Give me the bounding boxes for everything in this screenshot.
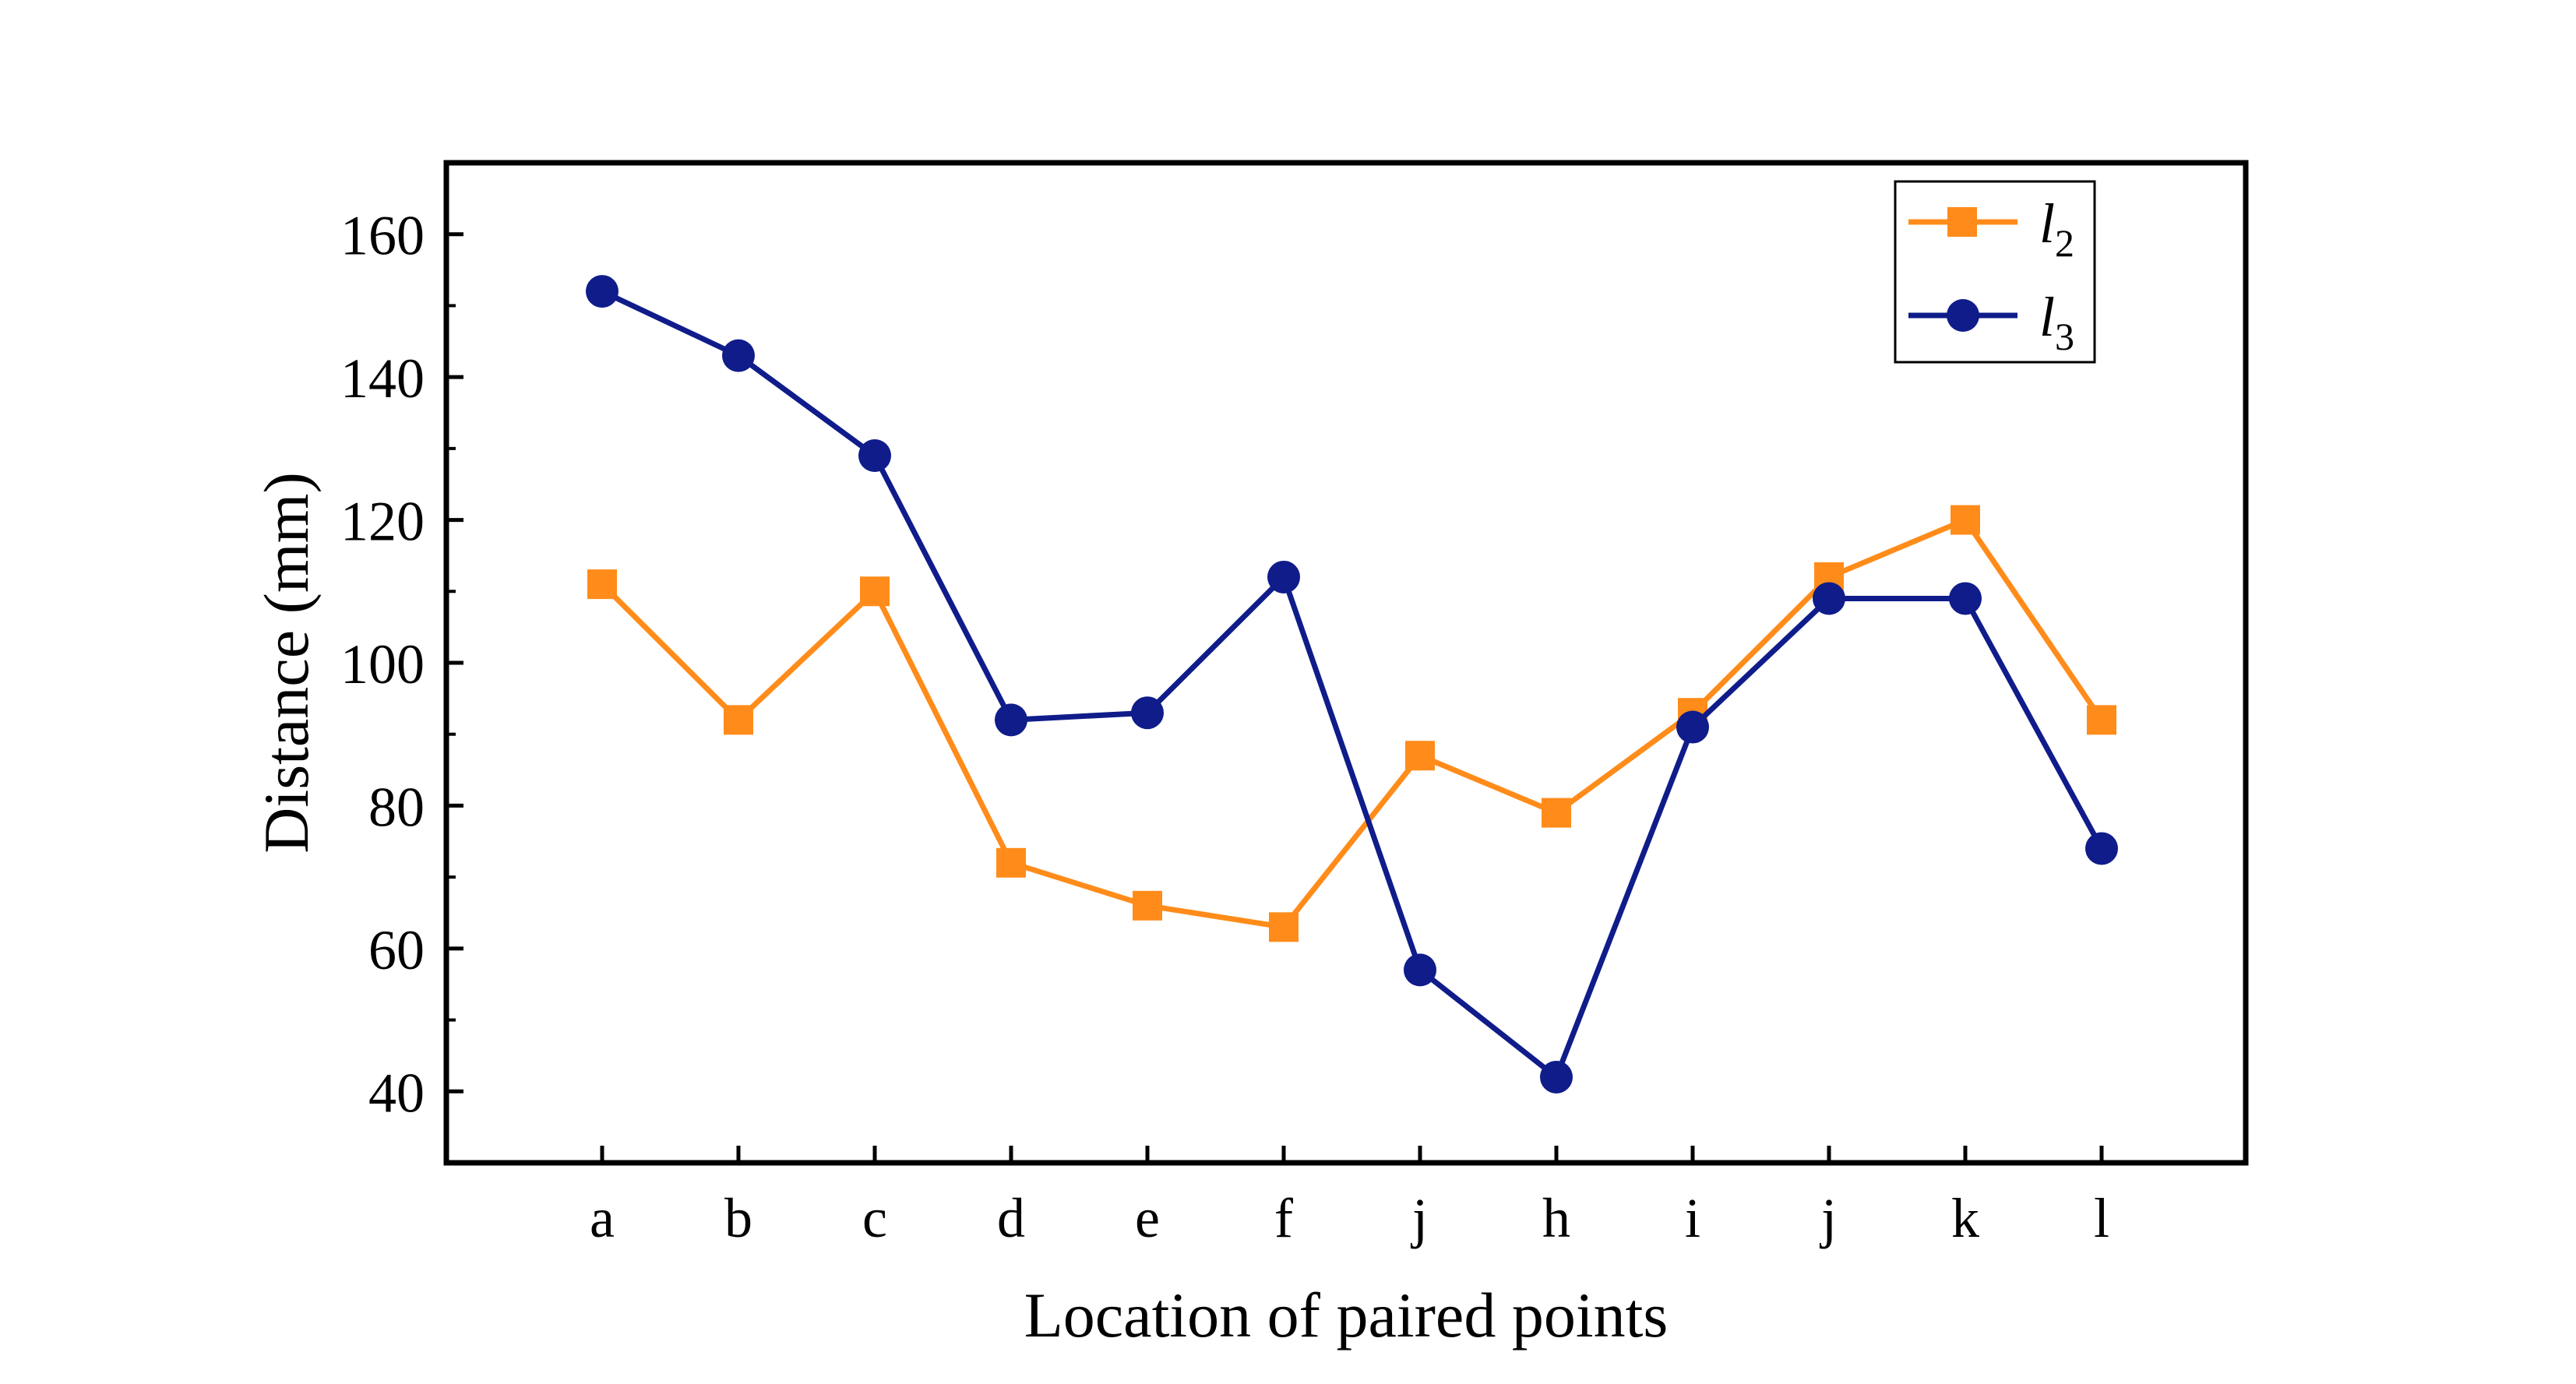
series-line-l2 bbox=[600, 517, 2104, 930]
x-tick-label: a bbox=[590, 1187, 615, 1249]
data-point-l3 bbox=[1131, 696, 1164, 730]
data-point-l2 bbox=[1405, 741, 1435, 771]
data-point-l2 bbox=[1269, 912, 1299, 942]
data-point-l3 bbox=[722, 339, 755, 372]
data-point-l3 bbox=[1404, 953, 1436, 987]
data-point-l2 bbox=[860, 576, 890, 607]
data-point-l3 bbox=[1949, 582, 1982, 615]
x-tick-label: j bbox=[1819, 1187, 1837, 1249]
y-tick-label: 60 bbox=[368, 919, 425, 981]
data-point-l2 bbox=[2087, 705, 2116, 735]
y-tick-label: 160 bbox=[340, 205, 425, 267]
plot-layer: 40 60 80 100 120 140 160 a b c d e f j h i j k l bbox=[340, 161, 2118, 1249]
y-tick-label: 120 bbox=[340, 491, 425, 553]
legend-box bbox=[1894, 180, 2096, 364]
legend-marker-l2 bbox=[1947, 207, 1977, 237]
x-tick-label: k bbox=[1951, 1187, 1979, 1249]
x-tick-label: h bbox=[1542, 1187, 1570, 1249]
data-point-l3 bbox=[1540, 1060, 1573, 1093]
data-point-l3 bbox=[1267, 560, 1300, 593]
data-point-l3 bbox=[858, 439, 891, 473]
legend-subscript-l2: 2 bbox=[2055, 221, 2074, 265]
y-tick-label: 140 bbox=[340, 347, 425, 410]
data-point-l2 bbox=[1542, 798, 1571, 828]
data-point-l2 bbox=[724, 705, 753, 735]
data-point-l2 bbox=[996, 847, 1026, 878]
data-point-l3 bbox=[2085, 832, 2118, 865]
legend-subscript-l3: 3 bbox=[2055, 315, 2074, 358]
x-axis-label: Location of paired points bbox=[1024, 1280, 1669, 1351]
x-tick-label: b bbox=[724, 1187, 752, 1249]
x-tick-label: d bbox=[997, 1187, 1025, 1249]
data-point-l2 bbox=[1951, 505, 1980, 535]
data-point-l2 bbox=[1133, 890, 1162, 921]
data-point-l3 bbox=[586, 275, 618, 308]
x-tick-label: e bbox=[1135, 1187, 1160, 1249]
x-tick-label: f bbox=[1274, 1187, 1293, 1249]
y-tick-label: 100 bbox=[340, 633, 425, 696]
data-point-l2 bbox=[587, 569, 617, 600]
x-tick-label: l bbox=[2094, 1187, 2109, 1249]
y-tick-label: 80 bbox=[368, 776, 425, 838]
y-axis-label: Distance (mm) bbox=[251, 472, 322, 854]
x-tick-label: i bbox=[1685, 1187, 1700, 1249]
data-point-l3 bbox=[1676, 710, 1709, 744]
legend-marker-l3 bbox=[1947, 299, 1979, 332]
x-tick-label: c bbox=[862, 1187, 887, 1249]
plot-frame bbox=[443, 160, 2249, 1166]
data-point-l3 bbox=[995, 703, 1027, 737]
y-tick-label: 40 bbox=[368, 1062, 425, 1124]
series-line-l3 bbox=[601, 288, 2105, 1080]
data-point-l3 bbox=[1813, 582, 1845, 615]
x-tick-label: j bbox=[1410, 1187, 1428, 1249]
